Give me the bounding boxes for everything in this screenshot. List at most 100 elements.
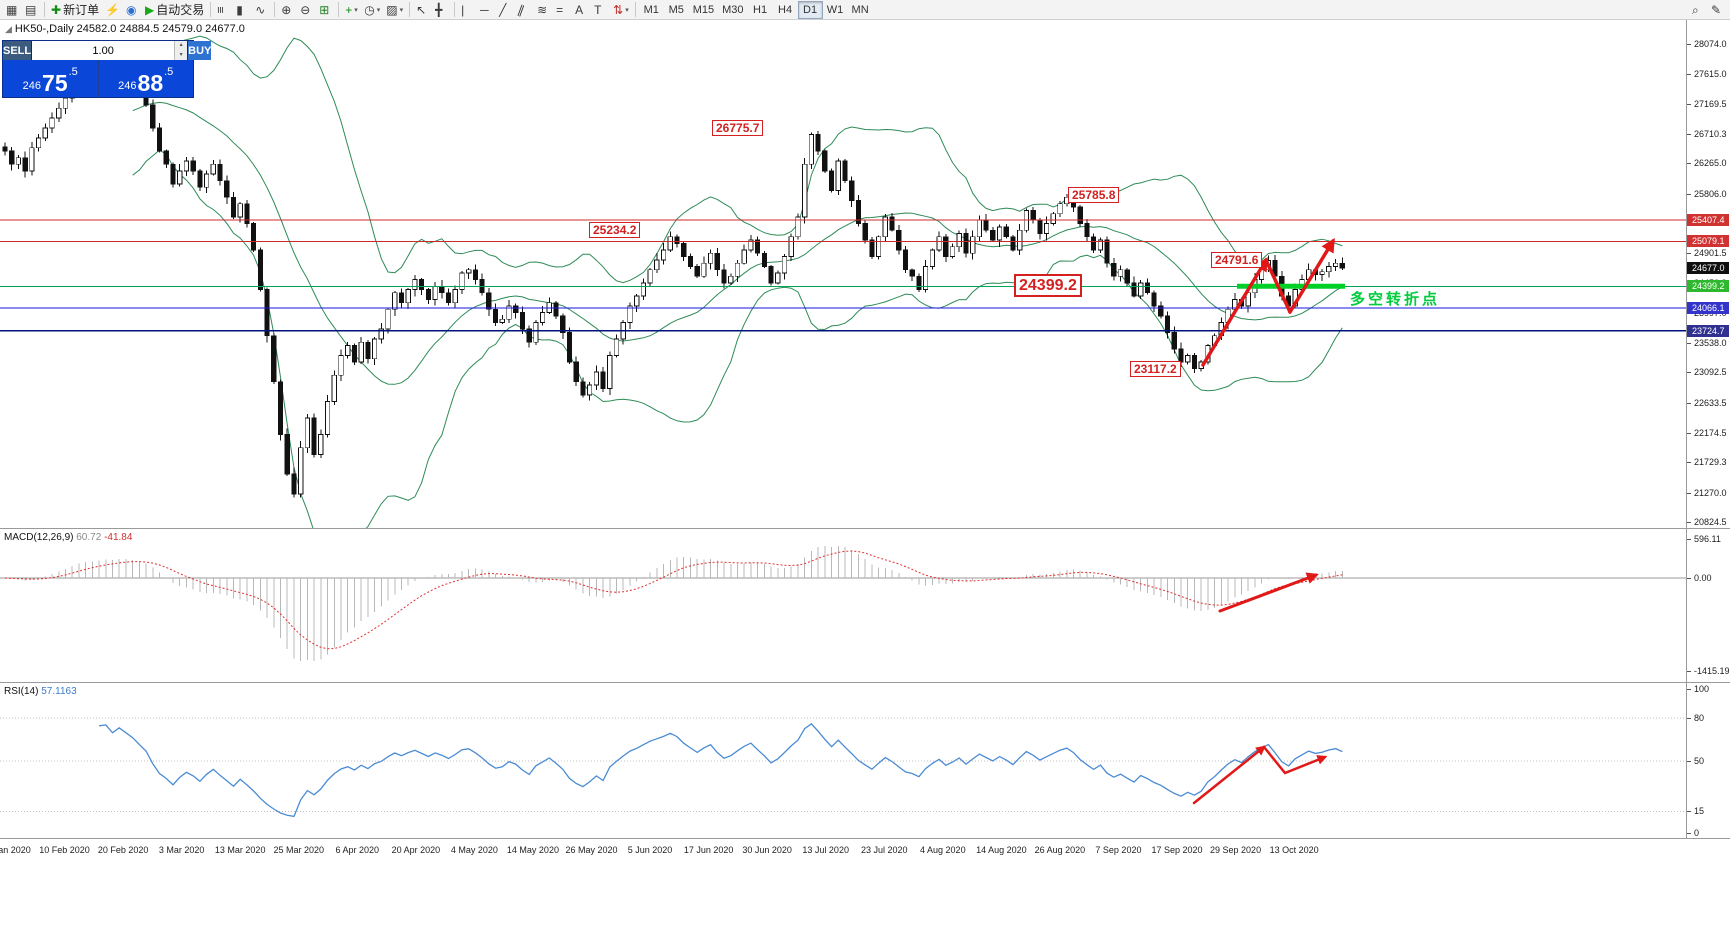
timeframe-d1-button[interactable]: D1 — [797, 0, 823, 19]
indicators-button[interactable]: + ▾ — [342, 1, 361, 19]
rsi-tick-dash — [1687, 717, 1691, 719]
toolbar-separator — [454, 2, 456, 17]
date-label: 3 Mar 2020 — [158, 845, 205, 855]
quick-search-icon: ⌕ — [1692, 2, 1699, 17]
price-annotation-label[interactable]: 26775.7 — [712, 120, 764, 136]
toolbar-separator — [409, 2, 411, 17]
timeframe-m30-button[interactable]: M30 — [718, 1, 747, 19]
timeframe-h1-button[interactable]: H1 — [748, 1, 773, 19]
price-tick-dash — [1687, 372, 1691, 374]
rsi-tick-label: 100 — [1694, 684, 1710, 694]
price-scale[interactable]: 28074.0 27615.0 27169.5 26710.3 26265.0 25806… — [1686, 20, 1730, 528]
arrows-button[interactable]: ⇅ ▾ — [610, 1, 632, 19]
horizontal-levels-button[interactable]: = — [553, 1, 572, 19]
chevron-down-icon: ▾ — [354, 6, 358, 14]
date-label: 23 Jul 2020 — [860, 845, 908, 855]
symbol-ohlc-text: HK50-,Daily 24582.0 24884.5 24579.0 2467… — [14, 23, 245, 35]
price-annotation-label[interactable]: 24399.2 — [1014, 274, 1082, 297]
date-label: 10 Feb 2020 — [39, 845, 90, 855]
horizontal-line-button[interactable]: ─ — [477, 1, 496, 19]
date-label: 30 Jun 2020 — [742, 845, 792, 855]
rsi-tick-dash — [1687, 689, 1691, 690]
macd-chart-surface[interactable] — [0, 529, 1686, 683]
price-tick-dash — [1687, 43, 1691, 45]
price-tick-dash — [1687, 74, 1691, 76]
quick-search-button[interactable]: ⌕ — [1689, 1, 1708, 19]
buy-price[interactable]: 246 88.5 — [99, 60, 194, 97]
macd-indicator-pane: MACD(12,26,9) 60.72 -41.84 — [0, 528, 1686, 682]
symbol-info: ◢ HK50-,Daily 24582.0 24884.5 24579.0 246… — [5, 23, 245, 35]
timeframe-h4-button[interactable]: H4 — [773, 1, 798, 19]
rsi-chart-surface[interactable] — [0, 683, 1686, 839]
sell-price[interactable]: 246 75.5 — [3, 60, 99, 97]
metaeditor-button[interactable]: ⚡ — [102, 1, 123, 19]
price-tick-dash — [1687, 163, 1691, 165]
edit-button[interactable]: ✎ — [1708, 1, 1727, 19]
rsi-tick-label: 0 — [1694, 828, 1700, 838]
date-label: 7 Sep 2020 — [1095, 845, 1142, 855]
trendline-button[interactable]: ╱ — [496, 1, 515, 19]
templates-button[interactable]: ▨ ▾ — [383, 1, 406, 19]
volume-up-icon[interactable]: ▴ — [175, 41, 188, 51]
date-label: 20 Apr 2020 — [391, 845, 441, 855]
macd-tick-label: 0.00 — [1694, 573, 1712, 584]
text-button[interactable]: A — [572, 1, 591, 19]
sell-button[interactable]: SELL — [3, 41, 33, 60]
bar-chart-button[interactable]: ≡ — [214, 1, 233, 19]
text-label-button[interactable]: T — [591, 1, 610, 19]
volume-input[interactable] — [32, 41, 175, 60]
periods-button[interactable]: ◷ ▾ — [361, 1, 383, 19]
cursor-button[interactable]: ↖ — [413, 1, 432, 19]
price-tick-dash — [1687, 193, 1691, 195]
turning-point-label[interactable]: 多空转折点 — [1350, 291, 1441, 308]
macd-scale[interactable]: 596.11 0.00 -1415.19 — [1686, 528, 1730, 682]
timeframe-m15-button[interactable]: M15 — [689, 1, 718, 19]
new-order-button[interactable]: ✚ 新订单 — [48, 1, 102, 19]
current-price-badge: 24677.0 — [1687, 261, 1729, 274]
chart-annotations-layer: 26775.7 25785.8 25234.2 24791.6 24399.2 23117… — [0, 20, 1686, 528]
price-annotation-label[interactable]: 25234.2 — [589, 222, 641, 238]
volume-down-icon[interactable]: ▾ — [175, 50, 188, 60]
chevron-down-icon: ▾ — [625, 6, 629, 14]
data-window-button[interactable]: ◉ — [123, 1, 142, 19]
toolbar-right-icons: ⌕ ✎ — [1689, 1, 1727, 19]
price-tick-dash — [1687, 133, 1691, 135]
buy-button[interactable]: BUY — [187, 41, 212, 60]
macd-tick-dash — [1687, 539, 1691, 540]
zoom-in-button[interactable]: ⊕ — [278, 1, 297, 19]
fibonacci-button[interactable]: ≋ — [534, 1, 553, 19]
autotrading-button[interactable]: ▶ 自动交易 — [142, 1, 207, 19]
timeframe-mn-button[interactable]: MN — [848, 1, 873, 19]
vertical-line-button[interactable]: | — [458, 1, 477, 19]
price-annotation-label[interactable]: 23117.2 — [1130, 361, 1181, 377]
channel-button[interactable]: ∥ — [515, 1, 534, 19]
buy-price-suffix: .5 — [164, 66, 174, 78]
date-label: 17 Sep 2020 — [1151, 845, 1203, 855]
timeframe-m1-button[interactable]: M1 — [639, 1, 664, 19]
tile-windows-button[interactable]: ⊞ — [316, 1, 335, 19]
timeframe-m5-button[interactable]: M5 — [664, 1, 689, 19]
date-label: 4 Aug 2020 — [920, 845, 966, 855]
rsi-scale[interactable]: 100 80 50 15 0 — [1686, 682, 1730, 838]
price-annotation-label[interactable]: 24791.6 — [1211, 252, 1263, 268]
horizontal-line-icon: ─ — [480, 2, 489, 17]
price-annotation-label[interactable]: 25785.8 — [1068, 187, 1120, 203]
price-tick-label: 23538.0 — [1694, 338, 1727, 349]
new-chart-button[interactable]: ▦ — [3, 1, 22, 19]
date-label: 14 Aug 2020 — [976, 845, 1027, 855]
main-chart-pane: 26775.7 25785.8 25234.2 24791.6 24399.2 23117… — [0, 20, 1686, 528]
rsi-tick-dash — [1687, 833, 1691, 834]
sell-price-suffix: .5 — [68, 66, 78, 78]
date-label: 20 Feb 2020 — [97, 845, 149, 855]
rsi-tick-label: 80 — [1694, 712, 1705, 723]
toolbar-separator — [210, 2, 212, 17]
profiles-button[interactable]: ▤ — [22, 1, 41, 19]
candlestick-chart-button[interactable]: ▮ — [233, 1, 252, 19]
line-chart-button[interactable]: ∿ — [252, 1, 271, 19]
zoom-out-button[interactable]: ⊖ — [297, 1, 316, 19]
date-scale[interactable]: 20 Jan 2020 10 Feb 2020 20 Feb 2020 3 Mar 2… — [0, 838, 1730, 862]
crosshair-button[interactable]: ╋ — [432, 1, 451, 19]
price-chart-surface[interactable] — [0, 20, 1686, 528]
timeframe-w1-button[interactable]: W1 — [823, 1, 848, 19]
